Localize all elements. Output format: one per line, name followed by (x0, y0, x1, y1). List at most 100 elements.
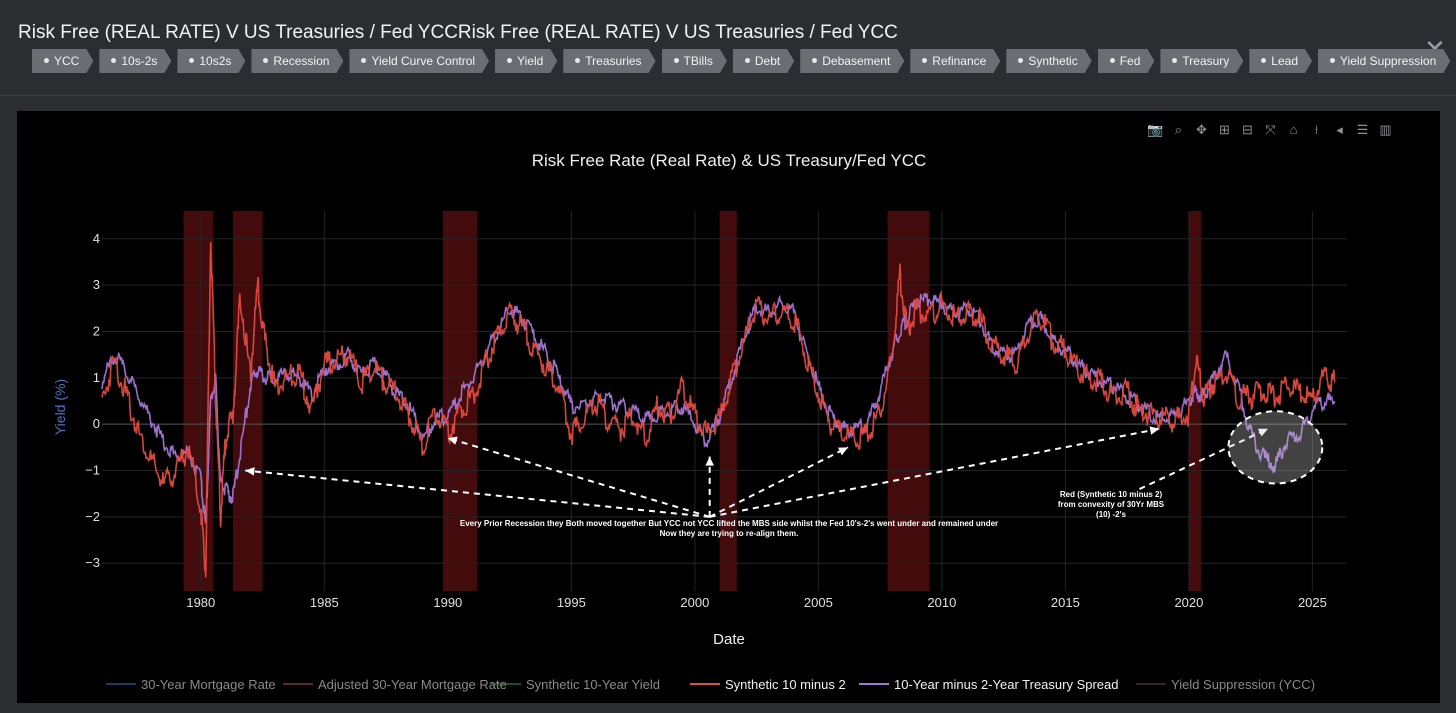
tag-dot-icon (1330, 58, 1335, 63)
y-axis-label: Yield (%) (52, 379, 68, 435)
tag-dot-icon (1172, 58, 1177, 63)
legend-item[interactable]: Synthetic 10 minus 2 (690, 677, 846, 692)
legend-label: Synthetic 10 minus 2 (725, 677, 846, 692)
tag-debt[interactable]: Debt (733, 49, 794, 73)
tag-label: Lead (1271, 54, 1298, 68)
tag-treasuries[interactable]: Treasuries (563, 49, 655, 73)
pan-icon[interactable]: ✥ (1196, 122, 1207, 137)
legend-item[interactable]: Yield Suppression (YCC) (1136, 677, 1315, 692)
arrow-head (245, 467, 255, 476)
tag-yield-suppression[interactable]: Yield Suppression (1318, 49, 1450, 73)
x-tick-label: 2015 (1051, 595, 1080, 610)
x-tick-label: 1995 (557, 595, 586, 610)
zoom-in-icon[interactable]: ⊞ (1219, 122, 1230, 137)
arrow-head (705, 456, 714, 466)
legend-label: Adjusted 30-Year Mortgage Rate (318, 677, 507, 692)
annotation-arrow (709, 446, 849, 518)
modebar: 📷 ⌕ ✥ ⊞ ⊟ ⤧ ⌂ ⟊ ◂ ☰ ▥ (1147, 121, 1394, 138)
recession-band (232, 211, 263, 591)
tag-dot-icon (1018, 58, 1023, 63)
plotly-logo-icon[interactable]: ▥ (1379, 122, 1392, 137)
autoscale-icon[interactable]: ⤧ (1265, 122, 1276, 137)
tag-treasury[interactable]: Treasury (1160, 49, 1243, 73)
annotation-text: from convexity of 30Yr MBS (1058, 500, 1165, 509)
x-tick-label: 2000 (680, 595, 709, 610)
tag-label: Debt (754, 54, 781, 68)
recession-band (887, 211, 930, 591)
x-tick-label: 2005 (804, 595, 833, 610)
tag-dot-icon (1110, 58, 1115, 63)
arrow-head (1149, 426, 1160, 435)
tag-label: Fed (1119, 54, 1141, 68)
tag-label: Treasuries (585, 54, 642, 68)
y-tick-label: −3 (85, 555, 100, 570)
window-header: Risk Free (REAL RATE) V US Treasuries / … (0, 0, 1456, 96)
tag-label: Debasement (822, 54, 891, 68)
tag-synthetic[interactable]: Synthetic (1006, 49, 1091, 73)
legend-label: 10-Year minus 2-Year Treasury Spread (894, 677, 1119, 692)
recession-band (1188, 211, 1202, 591)
zoom-out-icon[interactable]: ⊟ (1242, 122, 1253, 137)
tag-dot-icon (111, 58, 116, 63)
tag-label: Refinance (932, 54, 987, 68)
tag-dot-icon (922, 58, 927, 63)
tag-refinance[interactable]: Refinance (910, 49, 1000, 73)
spike-lines-icon[interactable]: ⟊ (1314, 122, 1319, 137)
tag-fed[interactable]: Fed (1098, 49, 1155, 73)
y-tick-label: 2 (93, 323, 100, 338)
tag-label: 10s-2s (121, 54, 158, 68)
x-axis-label: Date (713, 631, 745, 648)
arrow-head (1257, 428, 1268, 437)
tag-dot-icon (1261, 58, 1266, 63)
tag-dot-icon (674, 58, 679, 63)
tag-label: Yield (517, 54, 544, 68)
legend-item[interactable]: Synthetic 10-Year Yield (491, 677, 660, 692)
tag-ycc[interactable]: YCC (32, 49, 93, 73)
y-tick-label: 1 (93, 370, 100, 385)
annotation-arrow (1139, 427, 1269, 490)
tag-label: Yield Suppression (1340, 54, 1437, 68)
tag-yield[interactable]: Yield (495, 49, 557, 73)
hover-closest-icon[interactable]: ◂ (1336, 122, 1343, 137)
zoom-icon[interactable]: ⌕ (1174, 122, 1183, 137)
home-icon[interactable]: ⌂ (1289, 122, 1298, 137)
y-tick-label: 0 (93, 416, 100, 431)
tag-label: TBills (683, 54, 713, 68)
y-tick-label: 4 (93, 231, 100, 246)
annotation-text: Red (Synthetic 10 minus 2) (1060, 490, 1163, 499)
tag-10s-2s[interactable]: 10s-2s (99, 49, 171, 73)
chart-title: Risk Free Rate (Real Rate) & US Treasury… (532, 151, 927, 170)
legend-label: 30-Year Mortgage Rate (141, 677, 276, 692)
annotation-arrow (245, 469, 710, 518)
annotation-text: Now they are trying to re-align them. (660, 529, 799, 538)
x-tick-label: 1985 (310, 595, 339, 610)
tag-10s2s[interactable]: 10s2s (177, 49, 245, 73)
tag-dot-icon (263, 58, 268, 63)
legend-item[interactable]: 10-Year minus 2-Year Treasury Spread (859, 677, 1119, 692)
hover-compare-icon[interactable]: ☰ (1356, 122, 1369, 137)
arrow-head (447, 436, 458, 445)
tag-label: Recession (273, 54, 330, 68)
tag-label: Treasury (1182, 54, 1230, 68)
legend-label: Yield Suppression (YCC) (1171, 677, 1315, 692)
tag-debasement[interactable]: Debasement (800, 49, 904, 73)
tag-dot-icon (189, 58, 194, 63)
y-tick-label: 3 (93, 277, 100, 292)
window-title: Risk Free (REAL RATE) V US Treasuries / … (18, 22, 898, 43)
camera-icon[interactable]: 📷 (1147, 122, 1164, 137)
series-synthetic-10-minus-2 (101, 241, 1336, 578)
tag-lead[interactable]: Lead (1249, 49, 1312, 73)
tag-dot-icon (812, 58, 817, 63)
tag-recession[interactable]: Recession (251, 49, 343, 73)
y-tick-label: −1 (85, 463, 100, 478)
legend-item[interactable]: Adjusted 30-Year Mortgage Rate (283, 677, 507, 692)
tag-yield-curve-control[interactable]: Yield Curve Control (349, 49, 489, 73)
legend-item[interactable]: 30-Year Mortgage Rate (106, 677, 276, 692)
tag-dot-icon (507, 58, 512, 63)
tag-label: Yield Curve Control (371, 54, 476, 68)
chart-panel: 📷 ⌕ ✥ ⊞ ⊟ ⤧ ⌂ ⟊ ◂ ☰ ▥ Risk Free Rate (Re… (17, 111, 1440, 703)
tag-tbills[interactable]: TBills (662, 49, 727, 73)
arrow-head (838, 447, 849, 456)
legend-label: Synthetic 10-Year Yield (526, 677, 660, 692)
tag-dot-icon (44, 58, 49, 63)
